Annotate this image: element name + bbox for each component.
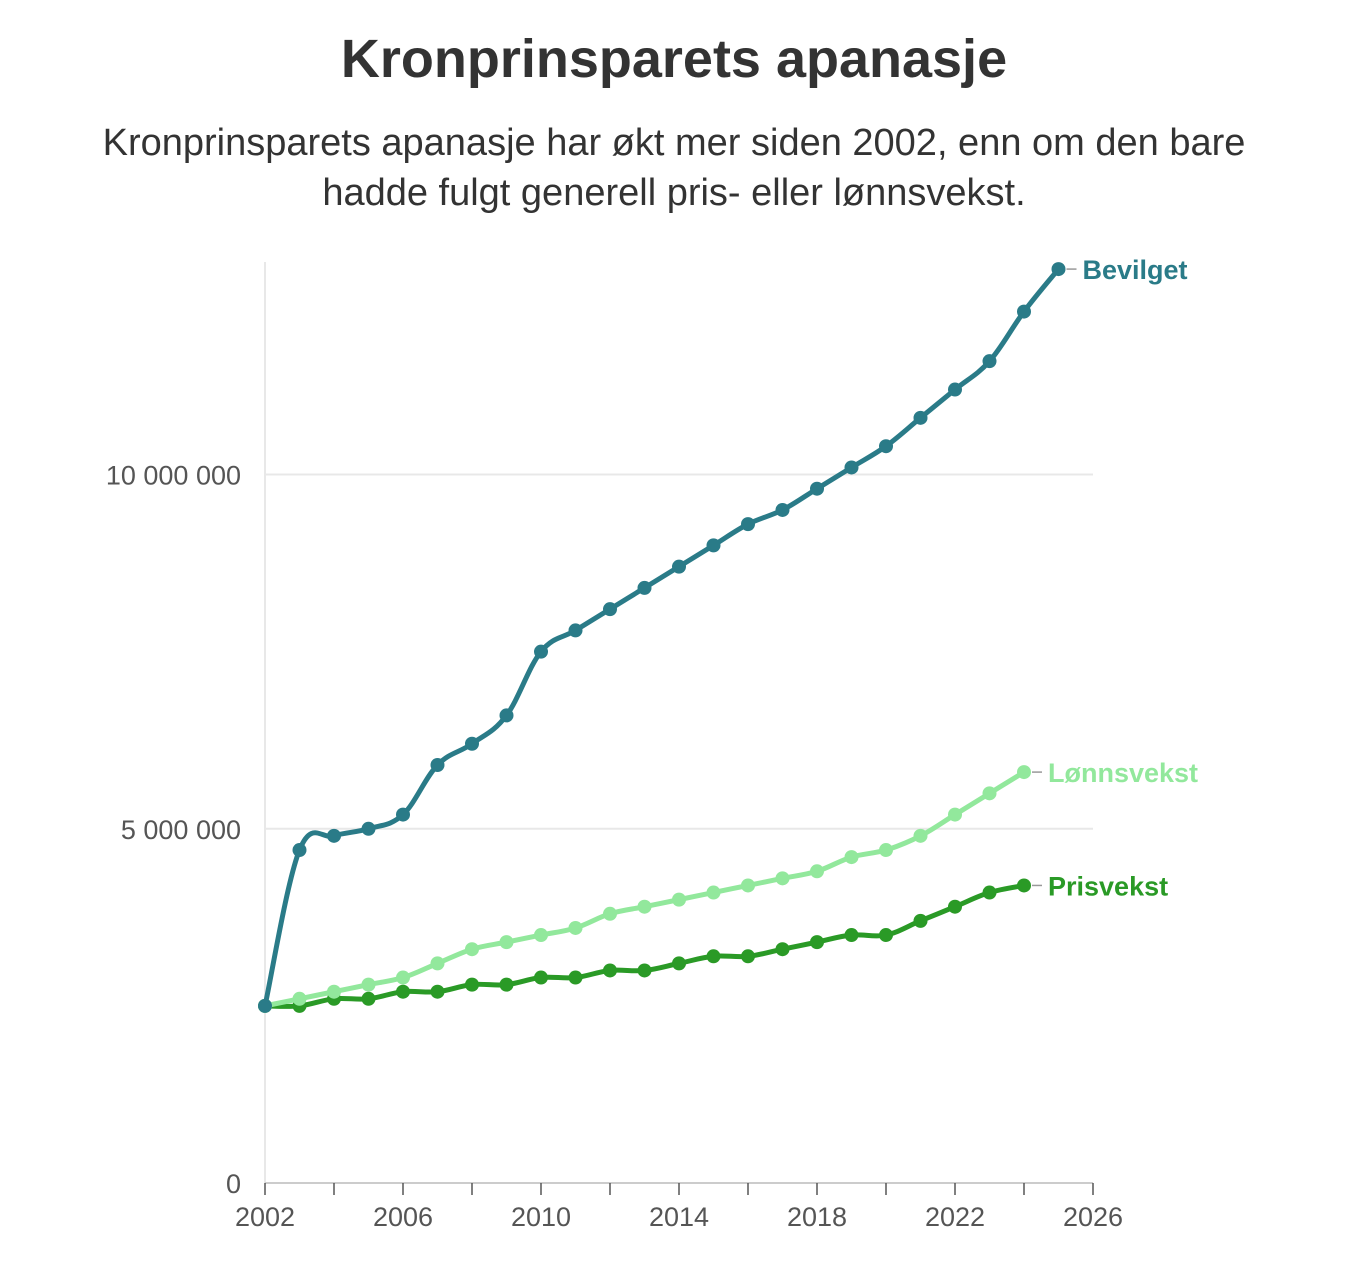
axes: 0 5 000 000 10 000 000 2002 2006 2010 2014 2018…	[106, 262, 1123, 1232]
data-point-prisvekst	[534, 970, 548, 985]
data-point-prisvekst	[430, 984, 445, 999]
data-point-lnnsvekst	[292, 991, 307, 1006]
data-point-lnnsvekst	[396, 970, 410, 985]
data-point-bevilget	[1051, 262, 1066, 277]
y-tick-label: 5 000 000	[121, 815, 241, 845]
data-point-bevilget	[810, 481, 824, 496]
series-layer	[258, 262, 1066, 1013]
data-point-bevilget	[982, 354, 997, 369]
data-point-prisvekst	[948, 899, 962, 914]
data-point-lnnsvekst	[741, 878, 755, 893]
data-point-bevilget	[361, 821, 376, 836]
data-point-bevilget	[430, 758, 445, 773]
data-point-prisvekst	[775, 942, 790, 957]
data-point-prisvekst	[810, 935, 824, 950]
x-tick-label: 2002	[235, 1202, 295, 1232]
data-point-lnnsvekst	[568, 920, 583, 935]
data-point-lnnsvekst	[913, 828, 928, 843]
data-point-prisvekst	[706, 949, 721, 964]
data-point-prisvekst	[741, 949, 755, 964]
data-point-prisvekst	[913, 913, 928, 928]
x-tick-label: 2006	[373, 1202, 433, 1232]
data-point-bevilget	[672, 559, 686, 574]
data-point-lnnsvekst	[327, 984, 341, 999]
data-point-lnnsvekst	[1017, 765, 1031, 780]
x-tick-label: 2018	[787, 1202, 847, 1232]
data-point-bevilget	[465, 736, 479, 751]
y-tick-label: 0	[226, 1169, 241, 1199]
series-label-prisvekst: Prisvekst	[1048, 871, 1168, 901]
data-point-prisvekst	[361, 991, 376, 1006]
data-point-bevilget	[706, 538, 721, 553]
data-point-prisvekst	[499, 977, 514, 992]
data-point-lnnsvekst	[879, 843, 893, 858]
series-bevilget	[258, 262, 1066, 1013]
data-point-lnnsvekst	[982, 786, 997, 801]
data-point-prisvekst	[844, 928, 859, 943]
data-point-lnnsvekst	[637, 899, 652, 914]
data-point-bevilget	[948, 382, 962, 397]
x-tick-label: 2026	[1063, 1202, 1123, 1232]
x-tick-label: 2010	[511, 1202, 571, 1232]
data-point-lnnsvekst	[499, 935, 514, 950]
gridlines	[265, 473, 1093, 830]
data-point-lnnsvekst	[430, 956, 445, 971]
series-label-bevilget: Bevilget	[1083, 255, 1188, 285]
data-point-bevilget	[327, 828, 341, 843]
series-prisvekst	[258, 878, 1031, 1013]
data-point-prisvekst	[568, 970, 583, 985]
data-point-bevilget	[1017, 304, 1031, 319]
chart-subtitle: Kronprinsparets apanasje har økt mer sid…	[102, 122, 1246, 214]
data-point-prisvekst	[1017, 878, 1031, 893]
data-point-prisvekst	[982, 885, 997, 900]
data-point-prisvekst	[465, 977, 479, 992]
data-point-bevilget	[775, 502, 790, 517]
data-point-bevilget	[879, 439, 893, 454]
x-tick-label: 2022	[925, 1202, 985, 1232]
data-point-lnnsvekst	[706, 885, 721, 900]
data-point-lnnsvekst	[948, 807, 962, 822]
y-tick-label: 10 000 000	[106, 461, 241, 491]
data-point-bevilget	[499, 708, 514, 723]
data-point-prisvekst	[672, 956, 686, 971]
data-point-bevilget	[603, 602, 617, 617]
data-point-bevilget	[637, 580, 652, 595]
data-point-lnnsvekst	[361, 977, 376, 992]
data-point-prisvekst	[879, 928, 893, 943]
data-point-bevilget	[396, 807, 410, 822]
data-point-bevilget	[844, 460, 859, 475]
series-labels: Prisvekst Lønnsvekst Bevilget	[1032, 255, 1198, 901]
data-point-lnnsvekst	[672, 892, 686, 907]
data-point-lnnsvekst	[844, 850, 859, 865]
x-tick-label: 2014	[649, 1202, 709, 1232]
data-point-bevilget	[568, 623, 583, 638]
data-point-lnnsvekst	[534, 928, 548, 943]
series-lnnsvekst	[258, 765, 1031, 1013]
data-point-lnnsvekst	[603, 906, 617, 921]
data-point-prisvekst	[637, 963, 652, 978]
series-line-bevilget	[262, 266, 1061, 1009]
data-point-lnnsvekst	[810, 864, 824, 879]
data-point-lnnsvekst	[775, 871, 790, 886]
data-point-bevilget	[292, 843, 307, 858]
data-point-bevilget	[913, 410, 928, 425]
chart-title: Kronprinsparets apanasje	[340, 29, 1008, 89]
data-point-prisvekst	[603, 963, 617, 978]
data-point-bevilget	[741, 517, 755, 532]
data-point-prisvekst	[396, 984, 410, 999]
data-point-lnnsvekst	[465, 942, 479, 957]
series-label-lnnsvekst: Lønnsvekst	[1048, 758, 1198, 788]
data-point-bevilget	[258, 998, 272, 1013]
data-point-bevilget	[534, 644, 548, 659]
